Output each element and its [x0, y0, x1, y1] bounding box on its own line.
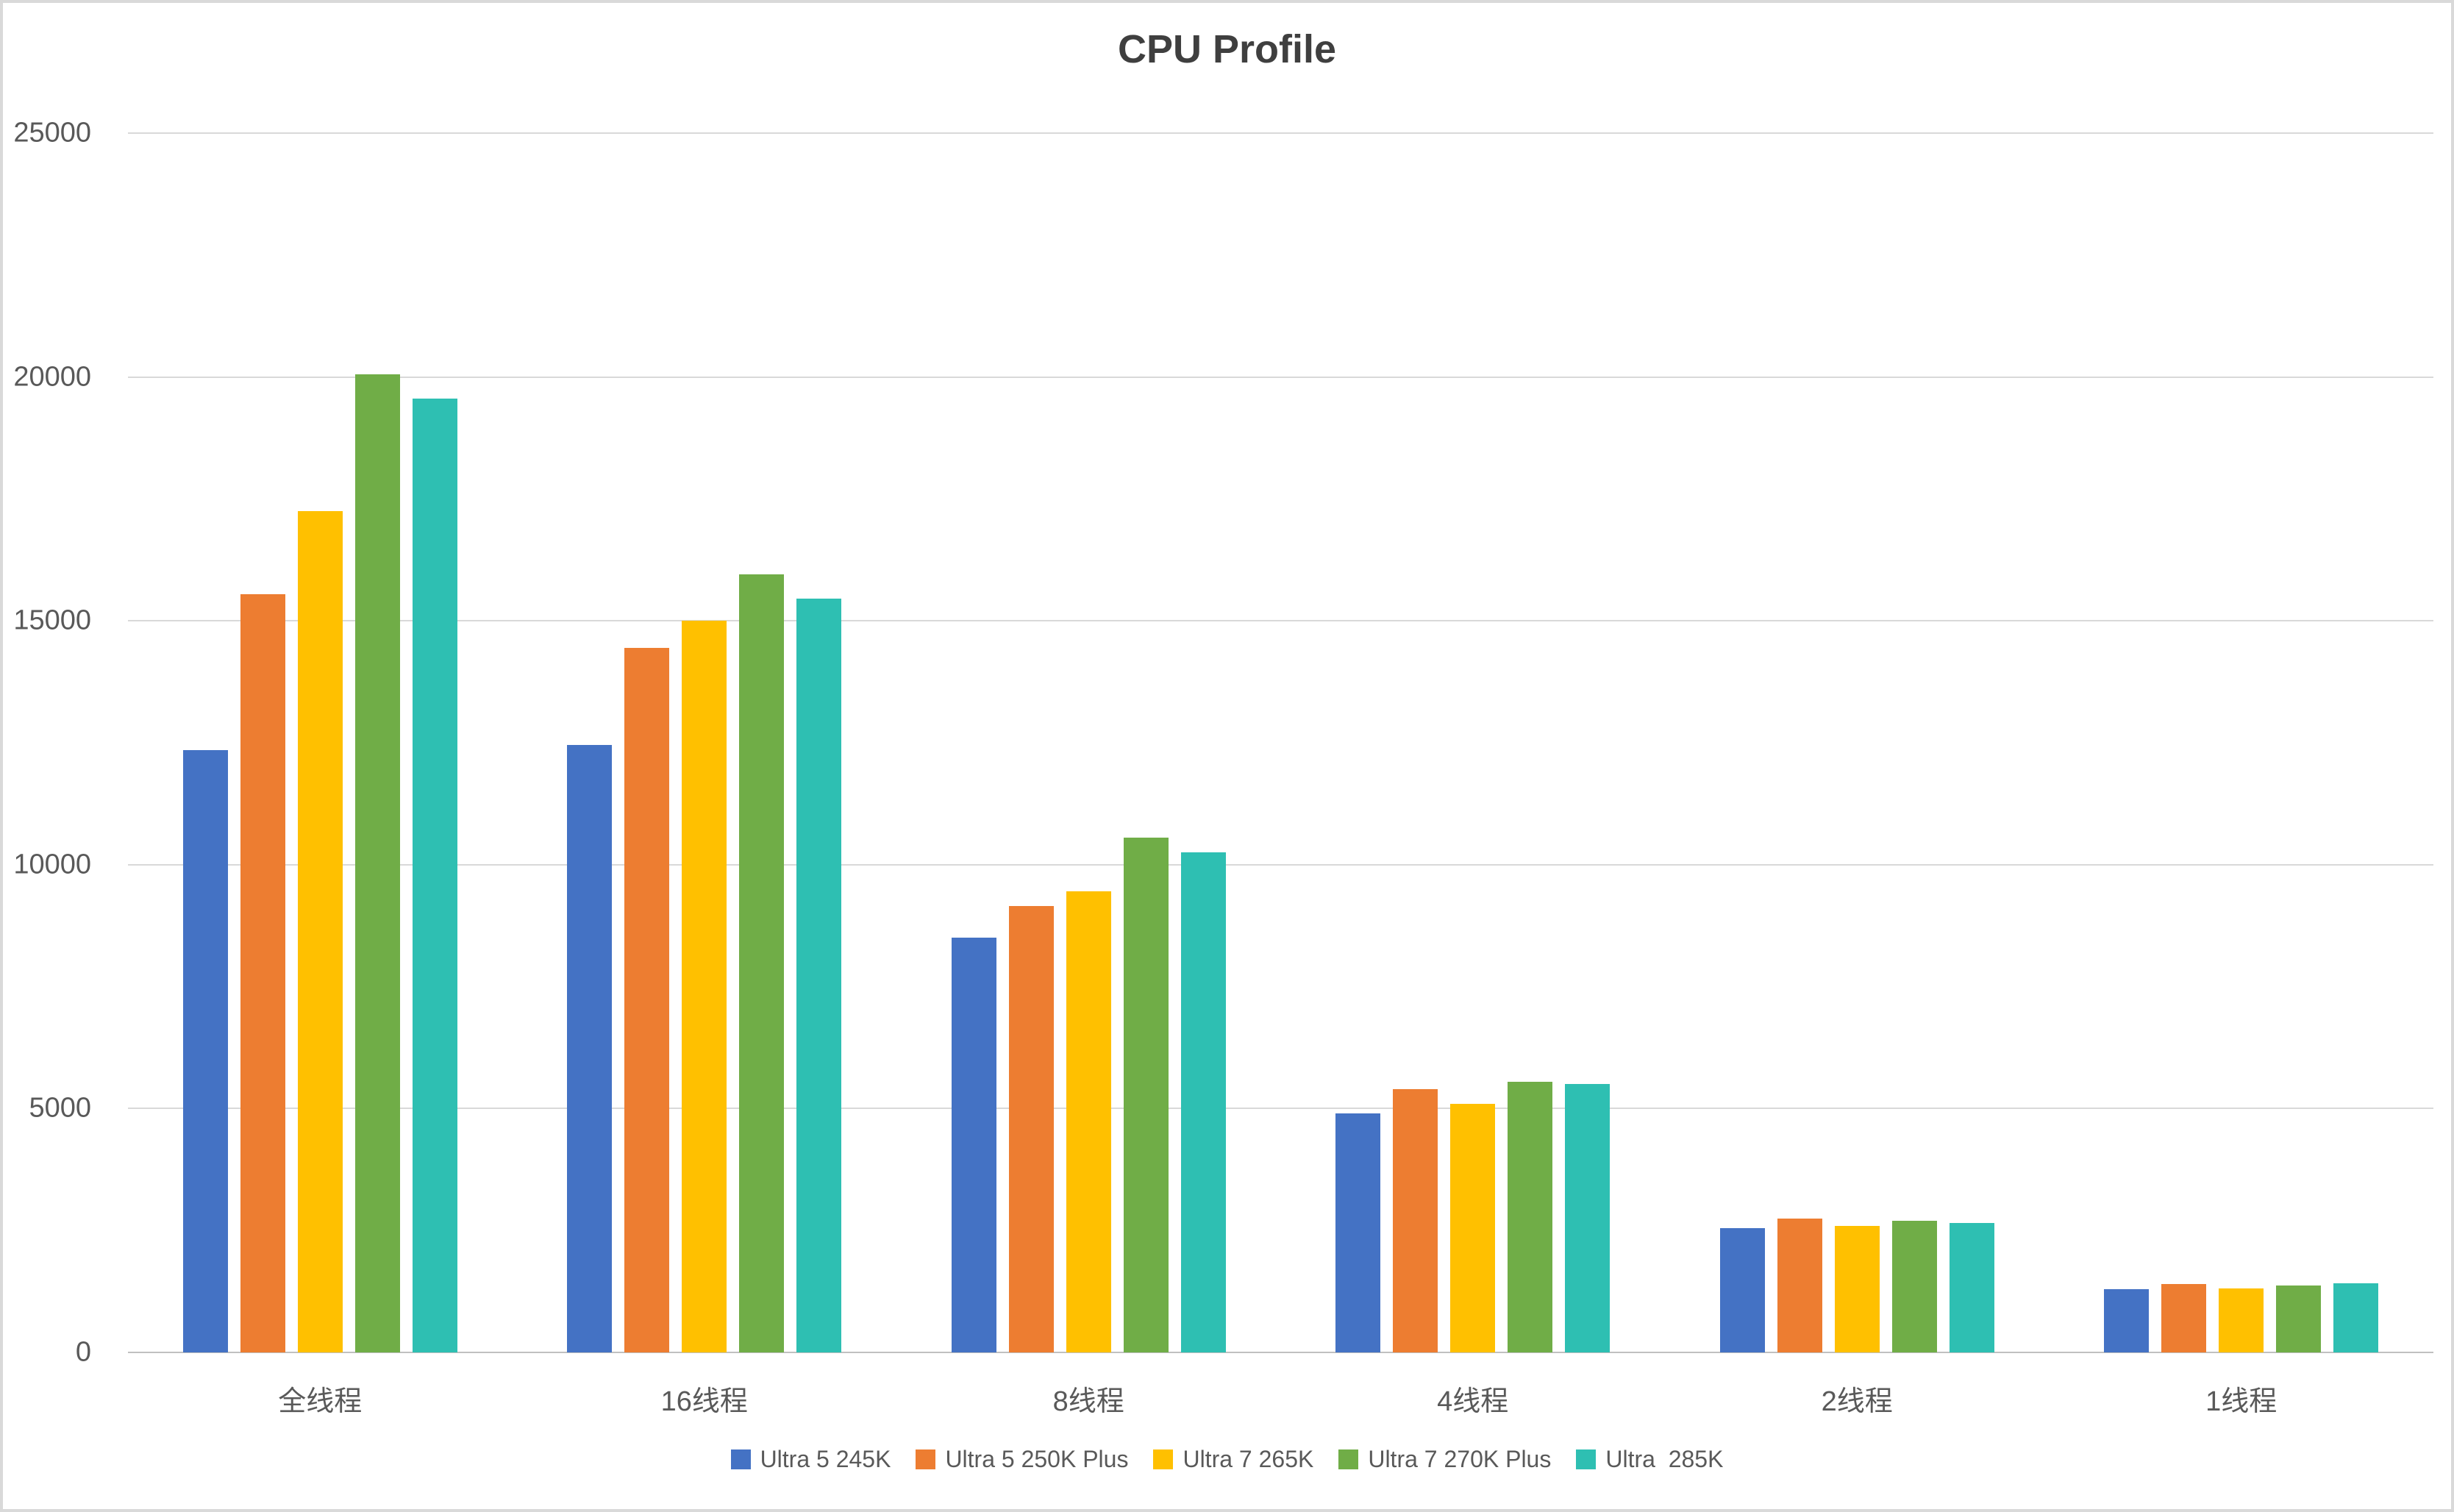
legend-label: Ultra 5 245K	[760, 1446, 891, 1472]
legend-marker-icon	[1338, 1449, 1359, 1469]
bar-ultra-7-270k-plus	[354, 374, 400, 1352]
bar-ultra-285k	[1180, 852, 1226, 1352]
bar-ultra-285k	[1565, 1084, 1611, 1352]
legend-item: Ultra 7 265K	[1153, 1446, 1313, 1473]
bar-ultra-5-245k	[1335, 1113, 1381, 1352]
legend-item: Ultra 7 270K Plus	[1338, 1446, 1551, 1473]
bar-ultra-5-250k-plus	[2161, 1284, 2207, 1352]
bar-ultra-285k	[1949, 1223, 1994, 1352]
x-axis-category-label: 全线程	[278, 1386, 363, 1417]
legend-item: Ultra 285K	[1576, 1446, 1723, 1473]
bar-ultra-5-250k-plus	[240, 594, 285, 1352]
bar-ultra-5-250k-plus	[624, 648, 670, 1352]
gridline	[128, 1108, 2433, 1110]
bar-ultra-7-270k-plus	[1123, 838, 1169, 1352]
x-axis-category-label: 1线程	[2205, 1386, 2278, 1417]
bar-group	[128, 133, 513, 1352]
bar-ultra-285k	[412, 399, 457, 1352]
legend-item: Ultra 5 250K Plus	[916, 1446, 1128, 1473]
y-axis-tick-label: 25000	[13, 117, 91, 149]
bar-ultra-7-265k	[1066, 891, 1111, 1352]
chart-title: CPU Profile	[1117, 27, 1337, 71]
bar-ultra-285k	[2333, 1283, 2379, 1352]
bar-ultra-7-265k	[682, 621, 727, 1352]
bar-group	[896, 133, 1281, 1352]
bar-ultra-5-250k-plus	[1777, 1219, 1822, 1352]
legend-marker-icon	[1576, 1449, 1597, 1469]
x-axis-category-label: 4线程	[1437, 1386, 1509, 1417]
legend-label: Ultra 5 250K Plus	[945, 1446, 1129, 1472]
bar-ultra-5-245k	[567, 745, 613, 1352]
legend-marker-icon	[730, 1449, 751, 1469]
gridline	[128, 620, 2433, 622]
bar-ultra-7-270k-plus	[739, 574, 785, 1352]
bar-group	[2050, 133, 2434, 1352]
bar-group	[513, 133, 897, 1352]
bar-ultra-5-250k-plus	[1393, 1089, 1438, 1352]
gridline	[128, 863, 2433, 866]
bar-ultra-5-245k	[2104, 1289, 2150, 1352]
bar-group	[1281, 133, 1666, 1352]
legend-marker-icon	[1153, 1449, 1174, 1469]
x-axis-category-label: 16线程	[660, 1386, 748, 1417]
y-axis-tick-label: 15000	[13, 605, 91, 636]
bar-ultra-5-245k	[951, 938, 996, 1352]
y-axis-tick-label: 0	[75, 1336, 91, 1368]
bar-ultra-7-265k	[1450, 1104, 1496, 1352]
y-axis-tick-label: 5000	[29, 1092, 91, 1124]
x-axis-category-label: 2线程	[1821, 1386, 1893, 1417]
bar-ultra-7-270k-plus	[1508, 1082, 1553, 1352]
bar-ultra-7-265k	[297, 511, 343, 1352]
bar-ultra-5-245k	[182, 750, 228, 1352]
legend-label: Ultra 7 270K Plus	[1368, 1446, 1552, 1472]
legend-label: Ultra 7 265K	[1183, 1446, 1314, 1472]
bar-ultra-7-270k-plus	[2276, 1285, 2322, 1352]
bar-ultra-7-270k-plus	[1891, 1221, 1937, 1352]
bar-ultra-285k	[796, 599, 842, 1352]
x-axis-line	[128, 1352, 2433, 1353]
legend-item: Ultra 5 245K	[730, 1446, 891, 1473]
legend-label: Ultra 285K	[1605, 1446, 1724, 1472]
bar-ultra-7-265k	[2219, 1288, 2264, 1352]
legend: Ultra 5 245K Ultra 5 250K Plus Ultra 7 265…	[3, 1446, 2451, 1473]
bar-ultra-5-250k-plus	[1008, 906, 1054, 1352]
bar-ultra-7-265k	[1834, 1226, 1880, 1352]
bar-ultra-5-245k	[1719, 1228, 1765, 1352]
y-axis-tick-label: 10000	[13, 849, 91, 880]
plot-area: 0 5000 10000 15000 20000 25000 全线程 16线程 8线程 4线程 2线…	[13, 118, 2434, 1417]
bar-group	[1665, 133, 2050, 1352]
gridline	[128, 376, 2433, 378]
x-axis-category-label: 8线程	[1052, 1386, 1124, 1417]
gridline	[128, 132, 2433, 134]
y-axis-tick-label: 20000	[13, 361, 91, 393]
legend-marker-icon	[916, 1449, 936, 1469]
